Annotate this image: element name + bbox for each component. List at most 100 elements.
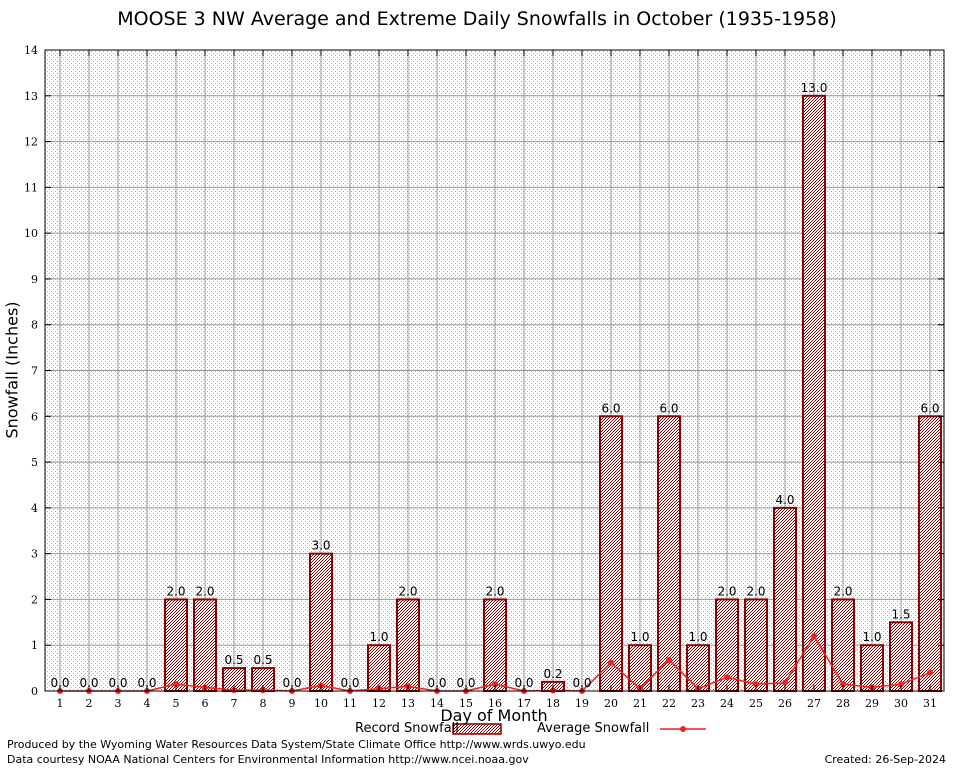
y-tick-label: 5 [31, 456, 38, 469]
bar-value-label: 13.0 [801, 81, 828, 95]
bar-value-label: 2.0 [746, 584, 765, 598]
bar [396, 598, 420, 693]
x-tick-label: 30 [894, 697, 908, 710]
footer-produced-by: Produced by the Wyoming Water Resources … [7, 738, 586, 751]
x-tick-label: 4 [144, 697, 151, 710]
y-tick-label: 0 [31, 685, 38, 698]
y-tick-label: 6 [31, 410, 38, 423]
y-tick-label: 11 [24, 181, 38, 194]
bar-value-label: 2.0 [195, 584, 214, 598]
x-tick-label: 8 [260, 697, 267, 710]
bar-value-label: 0.0 [137, 676, 156, 690]
y-tick-label: 12 [24, 136, 38, 149]
y-tick-label: 14 [24, 44, 38, 57]
bar [657, 415, 681, 692]
average-point [782, 679, 788, 686]
average-point [898, 681, 904, 688]
bar-value-label: 1.0 [630, 630, 649, 644]
bar-value-label: 0.0 [79, 676, 98, 690]
y-tick-label: 3 [31, 548, 38, 561]
bar [831, 598, 855, 693]
bar-value-label: 2.0 [717, 584, 736, 598]
bar-value-label: 0.5 [224, 653, 243, 667]
x-tick-label: 26 [778, 697, 792, 710]
x-tick-label: 10 [314, 697, 328, 710]
bar-value-label: 6.0 [920, 401, 939, 415]
average-point [492, 681, 498, 688]
bar-value-label: 2.0 [166, 584, 185, 598]
bar [599, 415, 623, 692]
x-tick-label: 2 [86, 697, 93, 710]
footer-data-courtesy: Data courtesy NOAA National Centers for … [7, 753, 529, 766]
bar-value-label: 0.2 [543, 667, 562, 681]
bar [193, 598, 217, 693]
bar-value-label: 3.0 [311, 539, 330, 553]
x-tick-label: 28 [836, 697, 850, 710]
y-tick-label: 9 [31, 273, 38, 286]
x-tick-label: 21 [633, 697, 647, 710]
bar-value-label: 0.0 [282, 676, 301, 690]
bar-value-label: 2.0 [485, 584, 504, 598]
x-tick-label: 31 [923, 697, 937, 710]
bar-value-label: 0.0 [50, 676, 69, 690]
legend-record-swatch [452, 723, 502, 735]
bar [918, 415, 942, 692]
average-point [666, 656, 672, 663]
y-tick-label: 1 [31, 639, 38, 652]
y-tick-label: 4 [31, 502, 38, 515]
bar [628, 644, 652, 693]
bars [164, 94, 942, 693]
bar-value-label: 6.0 [659, 401, 678, 415]
x-tick-label: 11 [343, 697, 357, 710]
y-tick-label: 7 [31, 365, 38, 378]
y-tick-label: 10 [24, 227, 38, 240]
x-tick-label: 17 [517, 697, 531, 710]
x-tick-label: 18 [546, 697, 560, 710]
bar [367, 644, 391, 693]
y-tick-label: 13 [24, 90, 38, 103]
bar [744, 598, 768, 693]
x-tick-label: 20 [604, 697, 618, 710]
bar-value-label: 6.0 [601, 401, 620, 415]
bar [773, 506, 797, 692]
plot-frame [44, 49, 945, 692]
legend-average-marker [680, 726, 686, 732]
bar-value-label: 0.0 [456, 676, 475, 690]
x-tick-label: 7 [231, 697, 238, 710]
x-tick-label: 19 [575, 697, 589, 710]
average-point [753, 681, 759, 688]
bar-value-label: 0.0 [572, 676, 591, 690]
x-tick-label: 5 [173, 697, 180, 710]
bar [164, 598, 188, 693]
bar-value-label: 1.0 [862, 630, 881, 644]
x-tick-label: 24 [720, 697, 734, 710]
x-tick-label: 1 [57, 697, 64, 710]
x-tick-label: 3 [115, 697, 122, 710]
bar-value-label: 1.5 [891, 607, 910, 621]
chart-title: MOOSE 3 NW Average and Extreme Daily Sno… [117, 8, 837, 30]
average-point [724, 674, 730, 681]
bar-value-label: 4.0 [775, 493, 794, 507]
bar [802, 94, 826, 693]
x-tick-label: 29 [865, 697, 879, 710]
average-point [840, 681, 846, 688]
x-tick-label: 9 [289, 697, 296, 710]
x-tick-label: 23 [691, 697, 705, 710]
bar-value-label: 0.5 [253, 653, 272, 667]
y-tick-label: 2 [31, 593, 38, 606]
bar [309, 552, 333, 693]
x-tick-label: 6 [202, 697, 209, 710]
bar [483, 598, 507, 693]
x-tick-label: 13 [401, 697, 415, 710]
x-tick-label: 27 [807, 697, 821, 710]
average-point [608, 659, 614, 666]
x-tick-label: 22 [662, 697, 676, 710]
y-axis-label: Snowfall (Inches) [2, 301, 22, 439]
bar-value-label: 2.0 [398, 584, 417, 598]
average-point [927, 669, 933, 676]
bar-value-label: 2.0 [833, 584, 852, 598]
bar-value-label: 0.0 [427, 676, 446, 690]
bar [860, 644, 884, 693]
